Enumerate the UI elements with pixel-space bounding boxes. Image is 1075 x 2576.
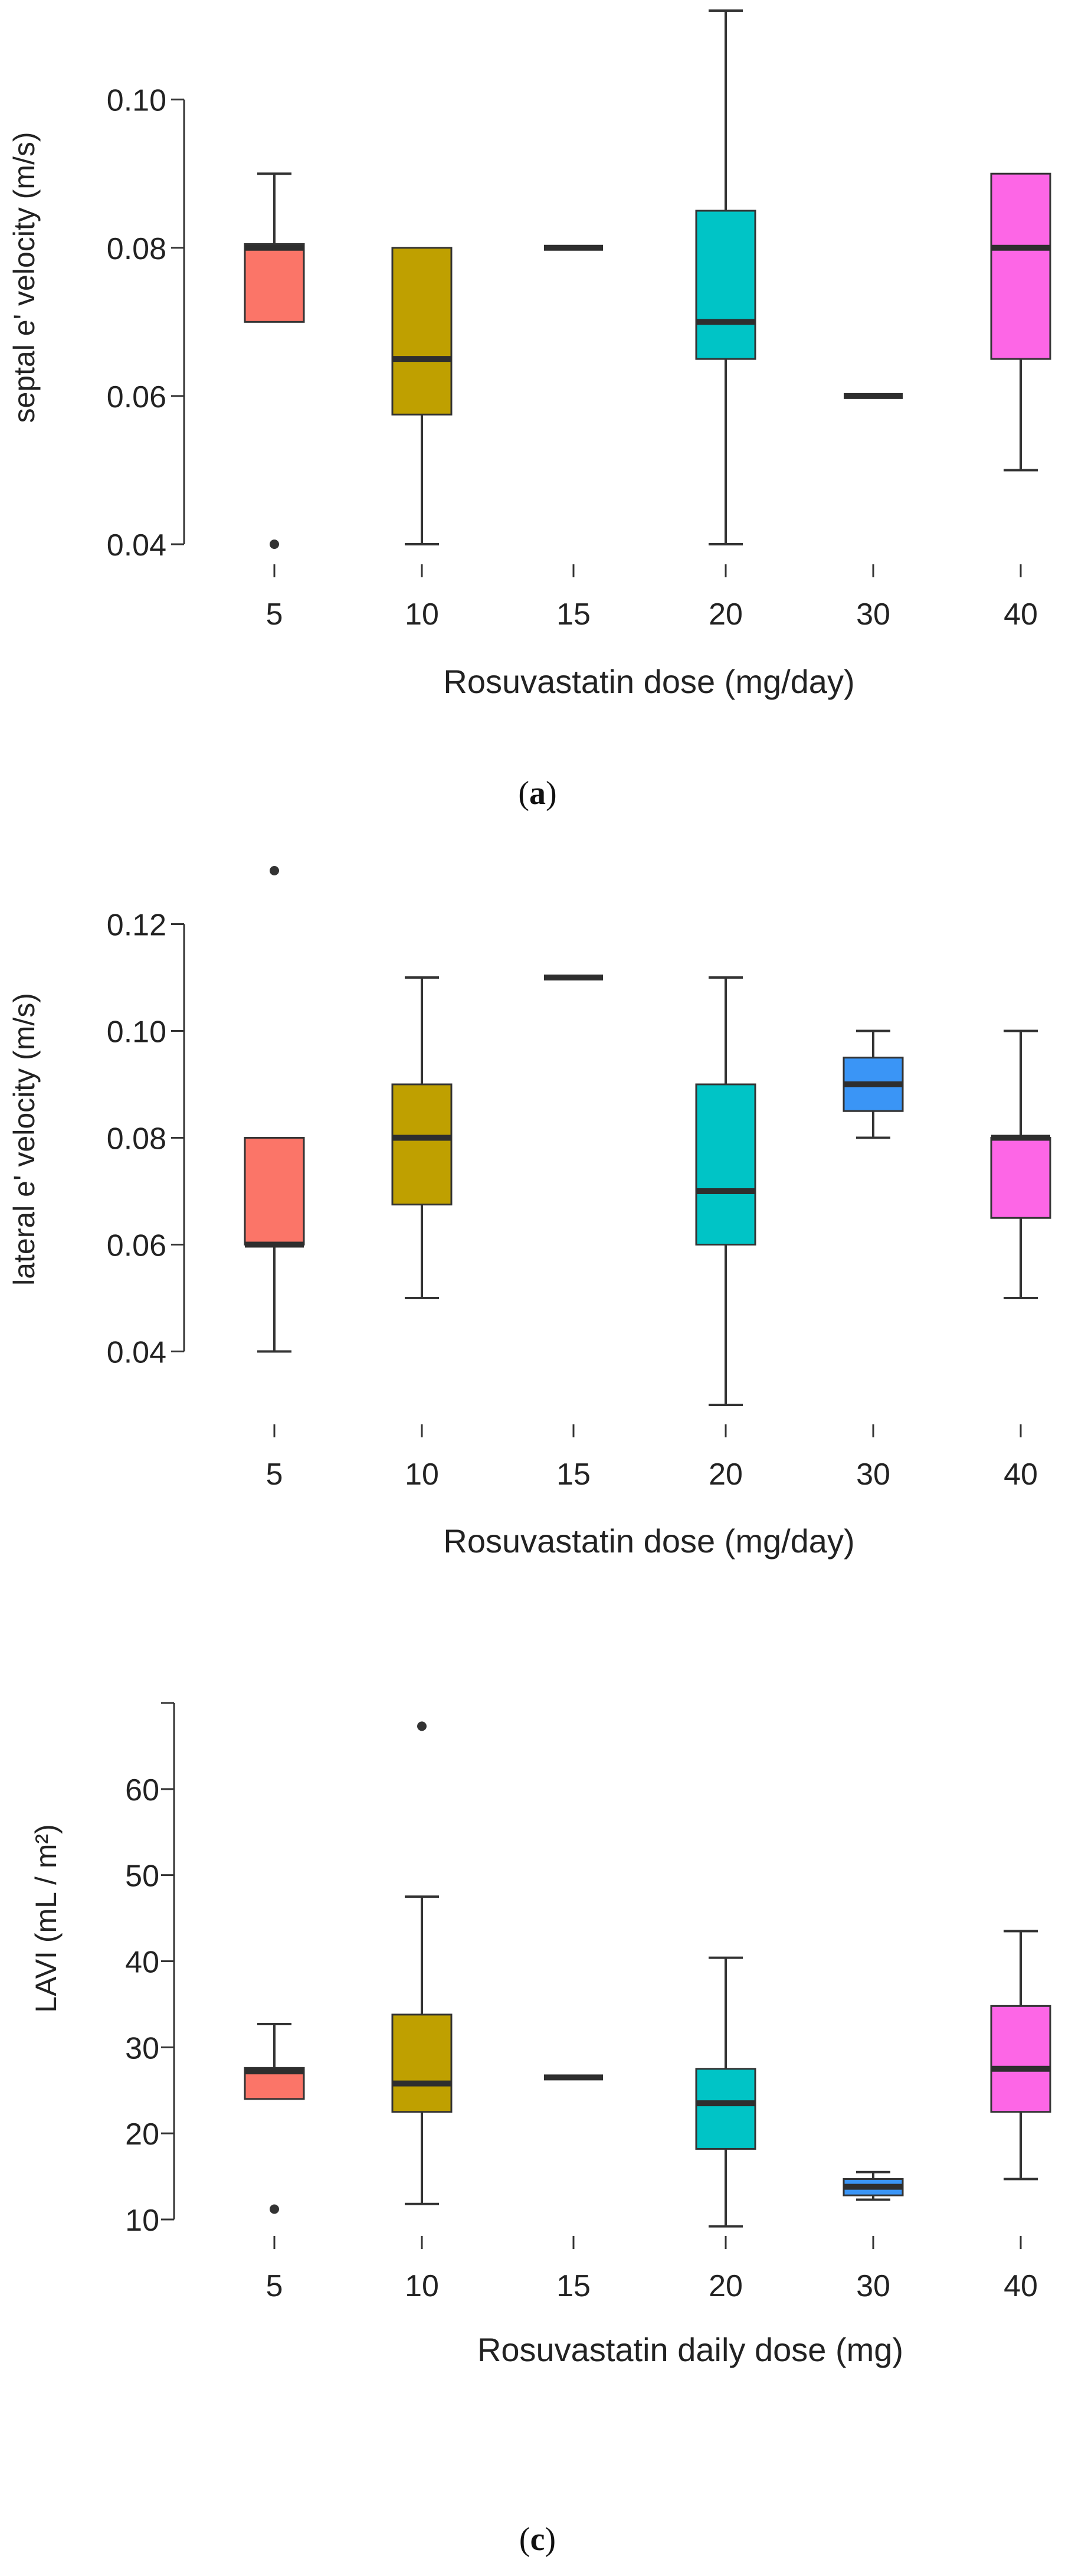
box-group [990,172,1051,472]
y-tick-label: 0.12 [107,908,166,943]
caption-close: ) [545,2521,556,2558]
box-group [244,172,305,549]
x-tick-label: 15 [556,1457,591,1492]
y-tick-label: 0.04 [107,528,166,563]
x-axis-title: Rosuvastatin daily dose (mg) [477,2331,903,2368]
caption-close: ) [546,775,557,812]
box-iqr [990,172,1051,360]
x-tick-label: 5 [266,2269,283,2303]
caption-letter: a [529,775,546,812]
outlier-point [270,540,279,549]
caption-open: ( [518,775,529,812]
y-tick-label: 0.10 [107,1015,166,1050]
x-axis-title: Rosuvastatin dose (mg/day) [443,1522,854,1560]
box-iqr [990,2005,1051,2113]
box-group [843,2170,904,2201]
y-axis-title: septal e' velocity (m/s) [8,132,41,423]
y-tick-label: 0.08 [107,1122,166,1156]
y-tick-label: 0.04 [107,1336,166,1370]
y-axis-title: LAVI (mL / m²) [30,1824,63,2012]
box-group [695,9,756,545]
x-tick-label: 40 [1004,597,1038,632]
x-tick-label: 20 [709,597,743,632]
panel-caption: (a) [518,775,556,812]
panel-c: 10 20 30 40 50 60 LAVI (mL / m²) 5 10 15 20 30 40 Ros… [30,1702,1051,2558]
y-tick-label: 0.06 [107,1229,166,1263]
box-group [244,2022,305,2214]
x-tick-label: 15 [556,597,591,632]
x-tick-label: 20 [709,1457,743,1492]
y-tick-label: 0.08 [107,232,166,266]
y-tick-label: 30 [125,2031,159,2065]
y-axis-title: lateral e' velocity (m/s) [8,993,41,1286]
x-tick-label: 5 [266,597,283,632]
x-tick-label: 30 [856,597,890,632]
x-tick-label: 10 [405,1457,439,1492]
box-iqr [244,243,305,323]
x-axis-title: Rosuvastatin dose (mg/day) [443,663,854,700]
outlier-point [270,866,279,875]
y-tick-label: 60 [125,1773,159,1807]
x-tick-label: 10 [405,597,439,632]
panel-b: 0.04 0.06 0.08 0.10 0.12 lateral e' velocity … [8,866,1051,1560]
box-group [391,247,453,545]
box-iqr [391,1083,453,1206]
y-tick-label: 0.10 [107,84,166,118]
box-iqr [695,2068,756,2150]
panel-caption: (c) [519,2521,556,2558]
x-tick-label: 30 [856,1457,890,1492]
box-group [990,1930,1051,2181]
x-tick-label: 40 [1004,2269,1038,2303]
box-iqr [695,1083,756,1245]
y-tick-label: 50 [125,1859,159,1894]
x-tick-label: 30 [856,2269,890,2303]
box-group [843,1029,904,1139]
box-iqr [990,1137,1051,1219]
y-tick-label: 0.06 [107,380,166,414]
box-iqr [391,2013,453,2113]
box-iqr [695,210,756,360]
box-group [391,1721,453,2205]
y-tick-label: 40 [125,1946,159,1980]
box-group [695,1956,756,2228]
panel-a: 0.04 0.06 0.08 0.10 septal e' velocity (m/s)… [8,9,1051,812]
box-group [244,866,305,1353]
x-tick-label: 10 [405,2269,439,2303]
box-group [990,1029,1051,1299]
x-tick-label: 5 [266,1457,283,1492]
x-tick-label: 20 [709,2269,743,2303]
box-iqr [244,1137,305,1245]
caption-letter: c [530,2521,545,2558]
caption-open: ( [519,2521,530,2558]
x-tick-label: 15 [556,2269,591,2303]
outlier-point [417,1721,427,1731]
x-tick-label: 40 [1004,1457,1038,1492]
box-group [391,976,453,1299]
y-tick-label: 10 [125,2204,159,2238]
box-iqr [391,247,453,416]
box-group [695,976,756,1406]
y-tick-label: 20 [125,2117,159,2152]
outlier-point [270,2204,279,2214]
